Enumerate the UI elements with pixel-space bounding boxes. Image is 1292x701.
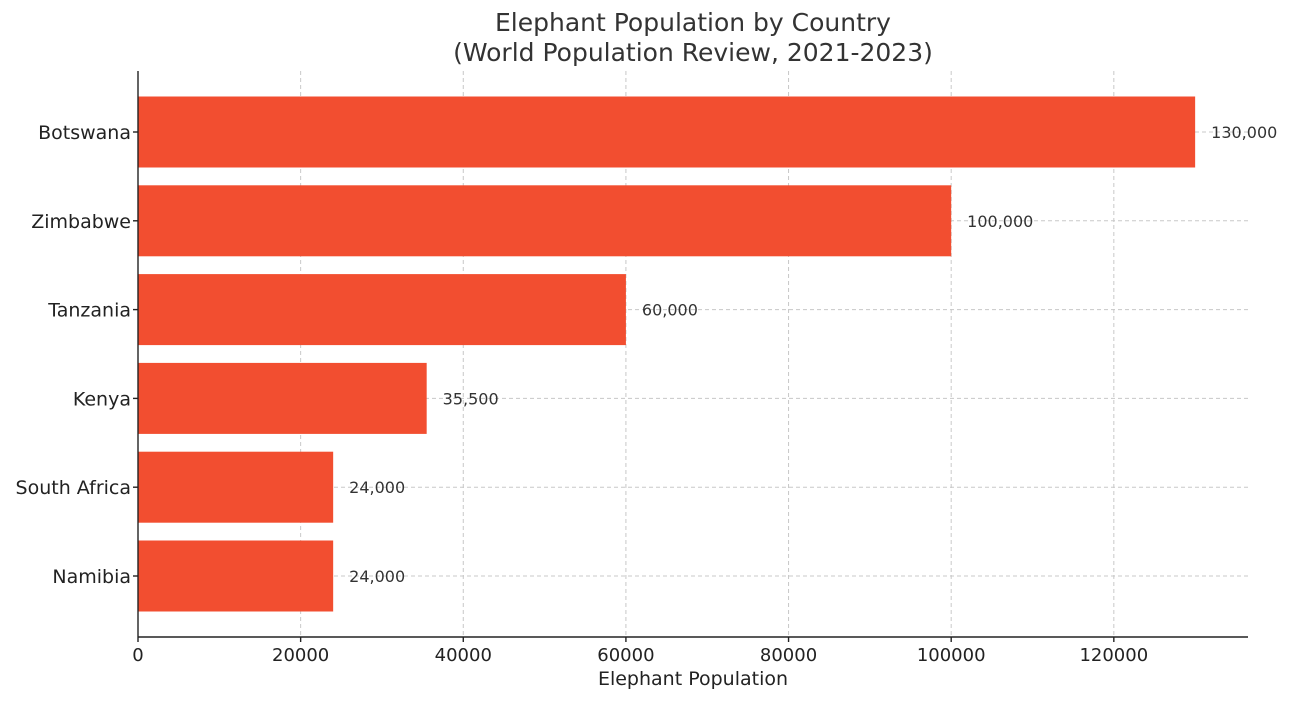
bar-kenya: [138, 362, 427, 434]
data-label: 100,000: [967, 212, 1033, 231]
bar-south-africa: [138, 451, 334, 523]
data-label: 24,000: [349, 567, 405, 586]
x-tick-label: 0: [132, 645, 143, 666]
x-tick-label: 60000: [597, 645, 654, 666]
bar-namibia: [138, 540, 334, 612]
x-tick-label: 40000: [435, 645, 492, 666]
data-labels: 130,000 100,000 60,000 35,500 24,000 24,000: [349, 123, 1277, 586]
x-tick-label: 80000: [760, 645, 817, 666]
data-label: 35,500: [443, 389, 499, 408]
category-label: Kenya: [73, 388, 131, 410]
axes: [133, 71, 1248, 638]
data-label: 60,000: [642, 301, 698, 320]
x-tick-label: 100000: [917, 645, 986, 666]
bar-botswana: [138, 96, 1196, 168]
category-label: Tanzania: [47, 300, 131, 322]
category-label: Botswana: [38, 122, 131, 144]
y-axis-categories: Botswana Zimbabwe Tanzania Kenya South Afric…: [16, 122, 131, 588]
chart-subtitle: (World Population Review, 2021-2023): [453, 38, 933, 67]
chart-title: Elephant Population by Country: [495, 8, 891, 37]
category-label: South Africa: [16, 477, 131, 499]
bar-zimbabwe: [138, 185, 952, 257]
data-label: 130,000: [1211, 123, 1277, 142]
x-axis-label: Elephant Population: [598, 668, 788, 690]
x-axis-ticks: 0 20000 40000 60000 80000 100000 120000: [132, 637, 1148, 666]
bars: [138, 96, 1196, 612]
x-tick-label: 120000: [1079, 645, 1148, 666]
bar-tanzania: [138, 274, 626, 346]
category-label: Namibia: [52, 566, 131, 588]
category-label: Zimbabwe: [31, 211, 131, 233]
x-tick-label: 20000: [272, 645, 329, 666]
data-label: 24,000: [349, 478, 405, 497]
